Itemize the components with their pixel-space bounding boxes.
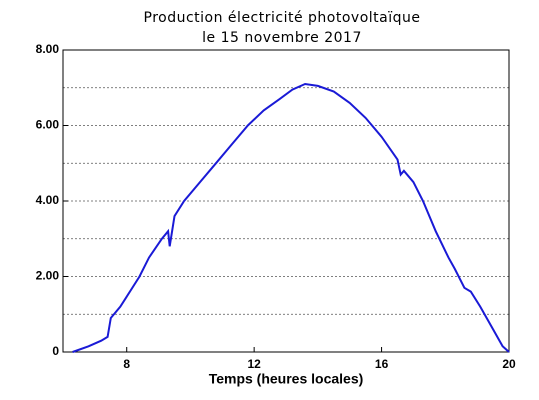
x-axis-label: Temps (heures locales) xyxy=(209,371,364,387)
y-tick-label: 8.00 xyxy=(36,42,60,56)
y-tick-label: 4.00 xyxy=(36,193,60,207)
x-tick-label: 16 xyxy=(375,357,389,371)
chart-subtitle: le 15 novembre 2017 xyxy=(202,30,362,46)
y-tick-label: 0 xyxy=(52,344,59,358)
x-tick-label: 8 xyxy=(123,357,130,371)
y-tick-label: 2.00 xyxy=(36,269,60,283)
chart-title: Production électricité photovoltaïque xyxy=(144,10,421,26)
y-tick-label: 6.00 xyxy=(36,118,60,132)
x-tick-label: 20 xyxy=(502,357,516,371)
x-tick-label: 12 xyxy=(247,357,261,371)
data-line xyxy=(72,82,510,353)
plot-frame xyxy=(62,49,510,353)
